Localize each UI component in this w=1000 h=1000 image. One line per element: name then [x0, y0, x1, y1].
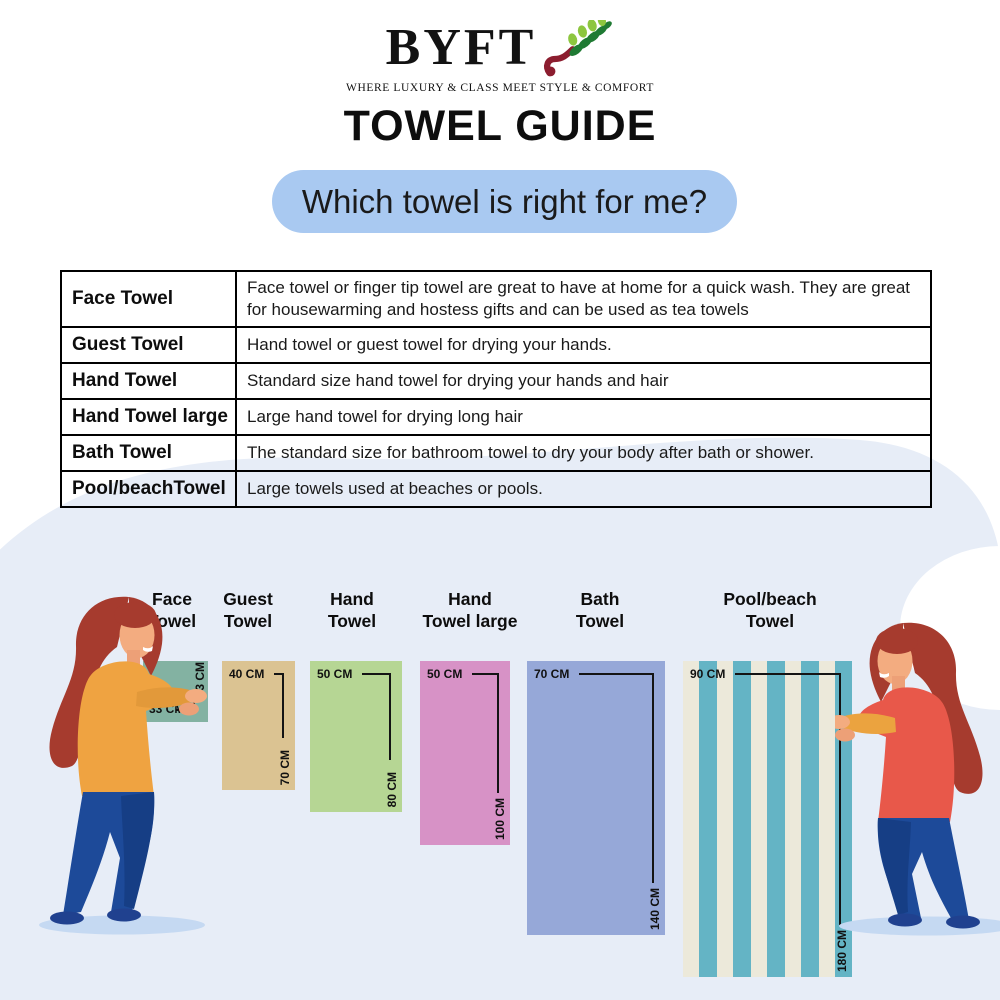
- row-description: The standard size for bathroom towel to …: [247, 443, 814, 463]
- brand-logo-text: BYFT: [385, 19, 537, 76]
- size-label-hand-towel: Hand Towel: [327, 589, 377, 632]
- dimension-bracket: [579, 673, 654, 883]
- row-description: Standard size hand towel for drying your…: [247, 371, 669, 391]
- row-label: Hand Towel: [62, 364, 237, 398]
- dimension-bracket: [362, 673, 391, 760]
- towel-3: 50 CM 100 CM: [420, 661, 510, 845]
- table-row: Bath Towel The standard size for bathroo…: [62, 436, 930, 472]
- row-label: Pool/beachTowel: [62, 472, 237, 506]
- left-woman-illustration: [39, 596, 207, 935]
- table-row: Pool/beachTowel Large towels used at bea…: [62, 472, 930, 506]
- size-label-hand-towel-large: Hand Towel large: [422, 589, 518, 632]
- dimension-bracket: [735, 673, 841, 925]
- size-label-bath-towel: Bath Towel: [575, 589, 625, 632]
- row-label: Face Towel: [62, 272, 237, 326]
- hand-towel-large-width: 50 CM: [427, 667, 463, 681]
- table-row: Face Towel Face towel or finger tip towe…: [62, 272, 930, 328]
- pool-beach-towel-width: 90 CM: [690, 667, 726, 681]
- table-row: Hand Towel Standard size hand towel for …: [62, 364, 930, 400]
- table-row: Hand Towel large Large hand towel for dr…: [62, 400, 930, 436]
- row-label: Hand Towel large: [62, 400, 237, 434]
- right-woman-illustration: [835, 622, 1000, 936]
- towel-5: 90 CM 180 CM: [683, 661, 852, 977]
- hand-towel-height: 80 CM: [385, 771, 399, 807]
- leaf-branch-icon: [544, 20, 613, 77]
- row-label: Guest Towel: [62, 328, 237, 362]
- bath-towel-width: 70 CM: [534, 667, 570, 681]
- row-label: Bath Towel: [62, 436, 237, 470]
- row-description: Hand towel or guest towel for drying you…: [247, 335, 612, 355]
- row-description: Large towels used at beaches or pools.: [247, 479, 543, 499]
- towel-description-table: Face Towel Face towel or finger tip towe…: [60, 270, 932, 508]
- size-label-guest-towel: Guest Towel: [223, 589, 273, 632]
- hand-towel-large-height: 100 CM: [493, 797, 507, 840]
- brand-logo: BYFT: [0, 19, 1000, 82]
- table-row: Guest Towel Hand towel or guest towel fo…: [62, 328, 930, 364]
- guest-towel-height: 70 CM: [278, 749, 292, 785]
- bath-towel-height: 140 CM: [648, 887, 662, 930]
- row-description: Face towel or finger tip towel are great…: [247, 278, 911, 319]
- guest-towel-width: 40 CM: [229, 667, 265, 681]
- question-text: Which towel is right for me?: [301, 182, 708, 220]
- row-description: Large hand towel for drying long hair: [247, 407, 523, 427]
- hand-towel-width: 50 CM: [317, 667, 353, 681]
- page-title: TOWEL GUIDE: [343, 102, 657, 150]
- dimension-bracket: [472, 673, 499, 793]
- towel-4: 70 CM 140 CM: [527, 661, 665, 935]
- question-banner: Which towel is right for me?: [272, 170, 737, 233]
- towel-2: 50 CM 80 CM: [310, 661, 402, 812]
- brand-tagline: WHERE LUXURY & CLASS MEET STYLE & COMFOR…: [346, 82, 654, 94]
- towel-1: 40 CM 70 CM: [222, 661, 295, 790]
- size-label-pool-beach-towel: Pool/beach Towel: [723, 589, 817, 632]
- dimension-bracket: [274, 673, 284, 738]
